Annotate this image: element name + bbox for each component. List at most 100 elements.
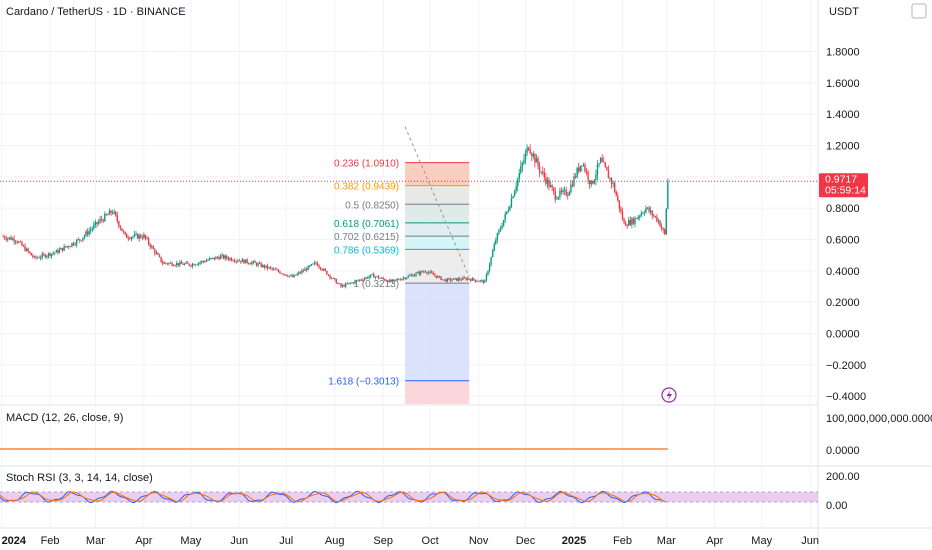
candle-body	[426, 272, 428, 274]
candle-body	[510, 198, 513, 207]
candle-body	[349, 282, 352, 284]
candle-body	[606, 166, 608, 171]
candle-body	[599, 158, 602, 164]
candle-body	[548, 179, 550, 188]
candle-body	[574, 176, 577, 178]
candle-body	[437, 276, 439, 278]
candle-body	[90, 229, 92, 231]
candle-body	[204, 261, 206, 263]
candle-body	[249, 263, 251, 265]
candle-body	[416, 272, 419, 274]
candle-body	[116, 215, 119, 222]
candle-body	[401, 278, 403, 281]
candle-body	[529, 149, 531, 154]
candle-body	[97, 221, 100, 224]
candle-body	[385, 280, 388, 282]
candle-body	[343, 285, 345, 287]
candle-body	[294, 274, 297, 276]
stoch-rsi-legend[interactable]: Stoch RSI (3, 3, 14, 14, close)	[6, 472, 153, 484]
candle-body	[266, 265, 269, 269]
candle-body	[161, 261, 164, 264]
candle-body	[269, 267, 272, 269]
fib-level-label: 0.702 (0.6215)	[334, 232, 399, 243]
candle-body	[520, 165, 522, 174]
lightning-icon[interactable]	[661, 387, 677, 403]
candle-body	[185, 262, 187, 264]
candle-body	[443, 279, 445, 281]
currency-label: USDT	[829, 6, 859, 18]
candle-body	[582, 164, 585, 166]
time-axis[interactable]: 2024 Feb Mar Apr May Jun Jul Aug Sep Oct Nov Dec 202…	[2, 535, 819, 547]
macd-pane: 100,000,000,000.0000 0.0000	[0, 413, 932, 457]
candle-body	[335, 279, 337, 284]
candle-body	[635, 218, 638, 219]
candle-body	[354, 280, 356, 284]
candle-body	[122, 231, 125, 232]
candle-body	[183, 263, 186, 265]
price-tick-label: 0.4000	[826, 266, 860, 278]
candle-body	[642, 213, 644, 214]
candle-body	[316, 263, 319, 267]
candle-body	[93, 224, 95, 229]
candle-body	[237, 260, 239, 262]
symbol-title[interactable]: Cardano / TetherUS · 1D · BINANCE	[6, 6, 186, 18]
candle-body	[576, 167, 578, 178]
candle-body	[410, 274, 413, 276]
candle-body	[268, 267, 270, 269]
candle-body	[213, 257, 215, 260]
candle-body	[47, 253, 50, 256]
candle-body	[83, 235, 86, 238]
scale-settings-icon[interactable]	[911, 3, 927, 19]
candle-body	[651, 210, 653, 216]
candle-body	[507, 210, 510, 212]
candle-body	[376, 276, 378, 278]
candle-body	[369, 274, 372, 277]
candle-body	[607, 170, 610, 179]
candle-body	[640, 213, 642, 216]
fib-level-label: 0.618 (0.7061)	[334, 219, 399, 230]
candle-body	[409, 275, 411, 277]
candle-body	[323, 268, 325, 271]
candle-body	[188, 263, 190, 266]
candle-body	[33, 256, 36, 258]
candle-body	[100, 219, 103, 220]
candle-body	[485, 274, 488, 281]
candle-body	[399, 279, 402, 281]
candle-body	[216, 257, 219, 258]
stoch-rsi-k-line	[0, 490, 667, 504]
candle-body	[212, 257, 214, 259]
candle-body	[498, 230, 500, 234]
candle-body	[44, 254, 47, 258]
candle-body	[523, 159, 525, 163]
candle-body	[427, 272, 430, 274]
candle-body	[163, 262, 165, 264]
candle-body	[341, 285, 344, 287]
candle-body	[313, 262, 316, 264]
fib-zone	[405, 162, 470, 186]
candle-body	[193, 264, 195, 266]
price-axis[interactable]: 1.80001.60001.40001.20001.00000.80000.60…	[826, 47, 866, 404]
candle-body	[664, 229, 666, 235]
candle-body	[527, 147, 530, 150]
fib-level-label: 1 (0.3213)	[353, 279, 399, 290]
candle-body	[232, 260, 234, 262]
candle-body	[210, 258, 212, 260]
candle-body	[377, 276, 380, 279]
candle-body	[196, 264, 198, 266]
candle-body	[490, 257, 492, 265]
candle-body	[194, 264, 197, 266]
candle-body	[57, 250, 59, 253]
candle-body	[54, 252, 56, 254]
fib-zone	[405, 380, 470, 404]
candle-body	[257, 263, 259, 266]
candle-body	[74, 244, 76, 246]
candle-body	[52, 253, 54, 254]
candle-body	[55, 250, 58, 253]
macd-legend[interactable]: MACD (12, 26, close, 9)	[6, 412, 123, 424]
candle-body	[526, 147, 528, 153]
candle-body	[61, 247, 64, 251]
candle-body	[191, 264, 194, 267]
fibonacci-retracement[interactable]: 0.236 (1.0910) 0.382 (0.9439) 0.5 (0.8250)…	[328, 159, 470, 404]
candle-body	[549, 185, 552, 188]
